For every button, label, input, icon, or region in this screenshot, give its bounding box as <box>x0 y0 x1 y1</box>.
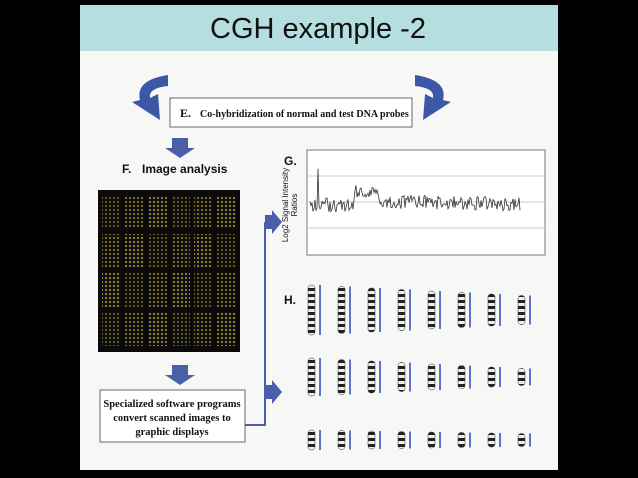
array-block <box>125 234 144 268</box>
chromosome <box>397 431 406 449</box>
chromosome <box>457 432 466 448</box>
step-label: H. <box>284 293 296 307</box>
array-block <box>217 195 236 229</box>
title-bar <box>80 5 558 51</box>
signal-trace <box>309 168 521 213</box>
array-block <box>125 195 144 229</box>
chromosome <box>427 363 436 391</box>
chromosome <box>457 365 466 389</box>
curved-arrow <box>415 75 451 120</box>
array-block <box>217 273 236 307</box>
note-text: Specialized software programs <box>103 399 240 410</box>
array-block <box>171 312 190 346</box>
chromosome <box>307 357 316 397</box>
chromosome <box>367 430 376 450</box>
chromosome <box>367 287 376 333</box>
slide-title: CGH example -2 <box>210 13 426 45</box>
step-text: Co-hybridization of normal and test DNA … <box>200 109 409 120</box>
array-block <box>102 273 121 307</box>
step-label: F. <box>122 162 131 176</box>
array-block <box>194 312 213 346</box>
array-block <box>171 195 190 229</box>
y-axis-label: Ratios <box>290 194 299 217</box>
step-label: E. <box>180 106 191 120</box>
chromosome <box>427 290 436 330</box>
step-label: G. <box>284 154 297 168</box>
chromosome <box>397 289 406 331</box>
note-text: graphic displays <box>135 427 208 438</box>
curved-arrow <box>132 75 168 120</box>
array-block <box>148 195 167 229</box>
karyogram <box>307 284 531 451</box>
chromosome <box>517 295 526 325</box>
step-box <box>169 97 413 128</box>
array-block <box>148 273 167 307</box>
array-block <box>194 195 213 229</box>
microarray-blocks <box>102 195 236 346</box>
note-text: convert scanned images to <box>113 413 231 424</box>
down-arrow <box>165 138 195 158</box>
chromosome <box>337 286 346 334</box>
array-block <box>217 234 236 268</box>
chromosome <box>337 430 346 450</box>
chromosome <box>487 432 496 448</box>
array-block <box>194 234 213 268</box>
array-block <box>171 234 190 268</box>
y-axis-label: Log2 Signal Intensity <box>281 168 290 242</box>
chromosome <box>307 284 316 336</box>
array-block <box>148 312 167 346</box>
chromosome <box>517 368 526 386</box>
chromosome <box>427 431 436 449</box>
down-arrow <box>165 365 195 385</box>
array-block <box>125 312 144 346</box>
chromosome <box>307 429 316 451</box>
array-block <box>102 234 121 268</box>
microarray-image <box>98 190 240 352</box>
note-box <box>99 389 246 443</box>
chromosome <box>487 293 496 327</box>
array-block <box>217 312 236 346</box>
array-block <box>125 273 144 307</box>
connector <box>245 222 266 426</box>
array-block <box>102 195 121 229</box>
chromosome <box>367 360 376 394</box>
chromosome <box>397 362 406 392</box>
chromosome <box>457 292 466 328</box>
array-block <box>102 312 121 346</box>
array-block <box>171 273 190 307</box>
right-arrow <box>265 380 282 404</box>
chromosome <box>337 359 346 395</box>
array-block <box>194 273 213 307</box>
array-block <box>148 234 167 268</box>
step-text: Image analysis <box>142 162 228 176</box>
chromosome <box>487 366 496 388</box>
chromosome <box>517 433 526 447</box>
right-arrow <box>265 210 282 234</box>
